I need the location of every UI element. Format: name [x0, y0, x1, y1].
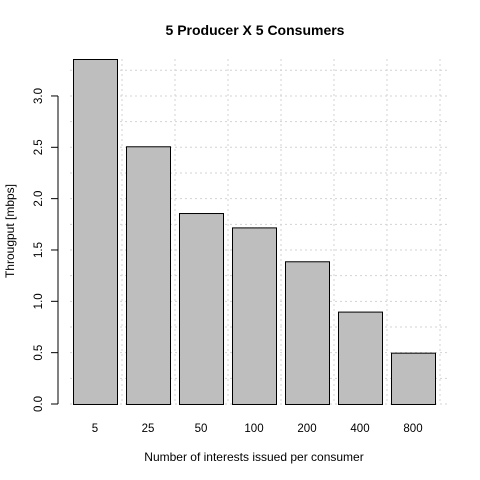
y-tick-label: 3.0: [33, 88, 45, 104]
y-tick-label: 0.0: [33, 396, 45, 412]
x-tick-label: 400: [350, 423, 369, 435]
bar-50: [179, 213, 224, 405]
y-tick-label: 1.5: [33, 242, 45, 258]
x-tick-label: 800: [403, 423, 422, 435]
x-tick-label: 50: [195, 423, 208, 435]
x-tick-labels: 5 25 50 100 200 400 800: [92, 423, 423, 435]
x-tick-label: 5: [92, 423, 98, 435]
y-axis-label: Througput [mbps]: [3, 184, 17, 278]
y-axis: 0.0 0.5 1.0 1.5 2.0 2.5 3.0: [33, 88, 59, 412]
bar-200: [285, 261, 330, 406]
bar-25: [126, 146, 171, 405]
y-tick-label: 1.0: [33, 293, 45, 309]
y-tick-label: 0.5: [33, 345, 45, 361]
bar-400: [338, 311, 383, 406]
bar-800: [391, 352, 436, 405]
x-tick-label: 200: [297, 423, 316, 435]
bar-100: [232, 227, 277, 405]
y-tick-label: 2.0: [33, 191, 45, 207]
x-axis-label: Number of interests issued per consumer: [144, 450, 363, 464]
grid-lines: [70, 59, 449, 405]
bars: [73, 59, 436, 406]
y-tick-label: 2.5: [33, 139, 45, 155]
x-tick-label: 100: [244, 423, 263, 435]
x-tick-label: 25: [142, 423, 155, 435]
bar-5: [73, 59, 118, 405]
chart-title: 5 Producer X 5 Consumers: [166, 22, 345, 38]
